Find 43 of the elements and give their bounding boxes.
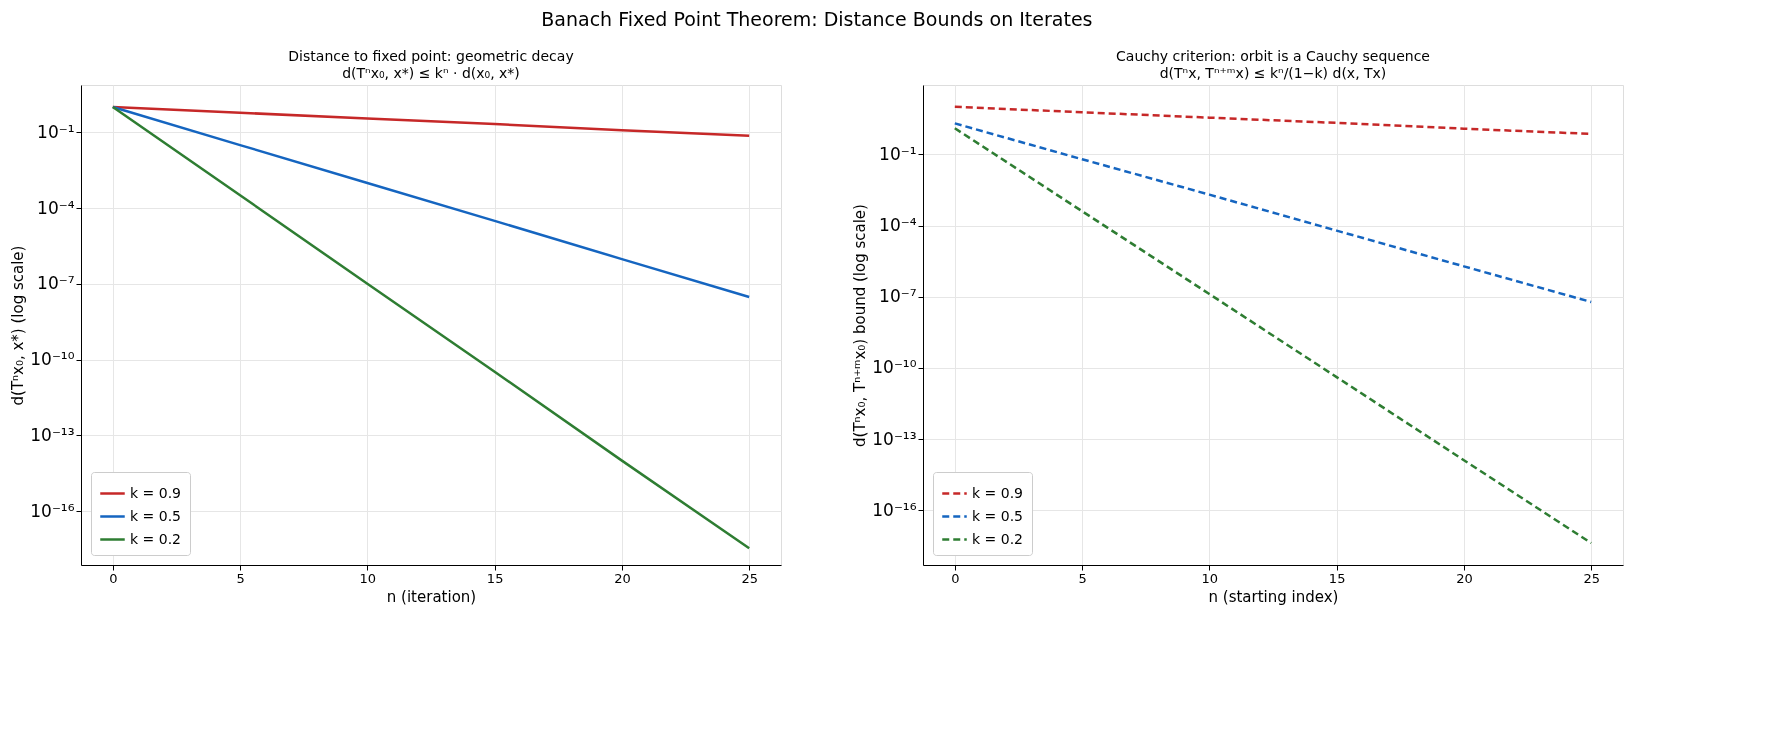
x-tick-label: 10 [359, 570, 377, 586]
y-tick-label: 10⁻¹³ [872, 428, 917, 449]
legend-label: k = 0.9 [130, 484, 182, 501]
x-tick-label: 5 [236, 570, 245, 586]
y-tick-label: 10⁻¹⁶ [30, 500, 75, 521]
y-tick-label: 10⁻⁴ [37, 197, 75, 218]
y-tick-label: 10⁻⁷ [37, 273, 75, 294]
y-tick-label: 10⁻¹⁰ [30, 349, 75, 370]
x-tick-label: 0 [951, 570, 960, 586]
line-series [953, 127, 1593, 545]
y-tick-label: 10⁻⁷ [879, 286, 917, 307]
x-tick-label: 20 [1456, 570, 1473, 586]
y-axis-title: d(Tⁿx₀, Tⁿ⁺ᵐx₀) bound (log scale) [851, 204, 870, 447]
line-series [111, 105, 751, 550]
y-tick-label: 10⁻¹³ [30, 424, 75, 445]
y-tick-label: 10⁻¹⁰ [872, 357, 917, 378]
legend-label: k = 0.2 [130, 530, 182, 547]
legend-label: k = 0.5 [972, 507, 1024, 524]
chart-title: Distance to fixed point: geometric decay [288, 48, 574, 64]
line-series [111, 105, 751, 299]
x-tick-label: 15 [486, 570, 504, 586]
y-tick-label: 10⁻¹ [37, 121, 75, 142]
x-axis-title: n (starting index) [1208, 587, 1339, 606]
chart-title: Cauchy criterion: orbit is a Cauchy sequence [1116, 48, 1430, 64]
x-tick-label: 0 [109, 570, 118, 586]
x-axis-title: n (iteration) [386, 587, 477, 606]
legend-label: k = 0.5 [130, 507, 182, 524]
y-axis-title: d(Tⁿx₀, x*) (log scale) [9, 245, 28, 406]
x-tick-label: 15 [1328, 570, 1346, 586]
x-tick-label: 5 [1078, 570, 1087, 586]
legend-label: k = 0.9 [972, 484, 1024, 501]
x-tick-label: 25 [741, 570, 758, 586]
legend-label: k = 0.2 [972, 530, 1024, 547]
chart-subtitle: d(Tⁿx, Tⁿ⁺ᵐx) ≤ kⁿ/(1−k) d(x, Tx) [1159, 65, 1387, 81]
y-tick-label: 10⁻⁴ [879, 215, 917, 236]
y-tick-label: 10⁻¹⁶ [872, 499, 917, 520]
text: Banach Fixed Point Theorem: Distance Bounds on Iterates [541, 7, 1093, 30]
y-tick-label: 10⁻¹ [879, 143, 917, 164]
x-tick-label: 10 [1201, 570, 1219, 586]
chart-subtitle: d(Tⁿx₀, x*) ≤ kⁿ · d(x₀, x*) [342, 65, 520, 81]
x-tick-label: 25 [1583, 570, 1600, 586]
x-tick-label: 20 [614, 570, 631, 586]
line-series [953, 122, 1593, 304]
